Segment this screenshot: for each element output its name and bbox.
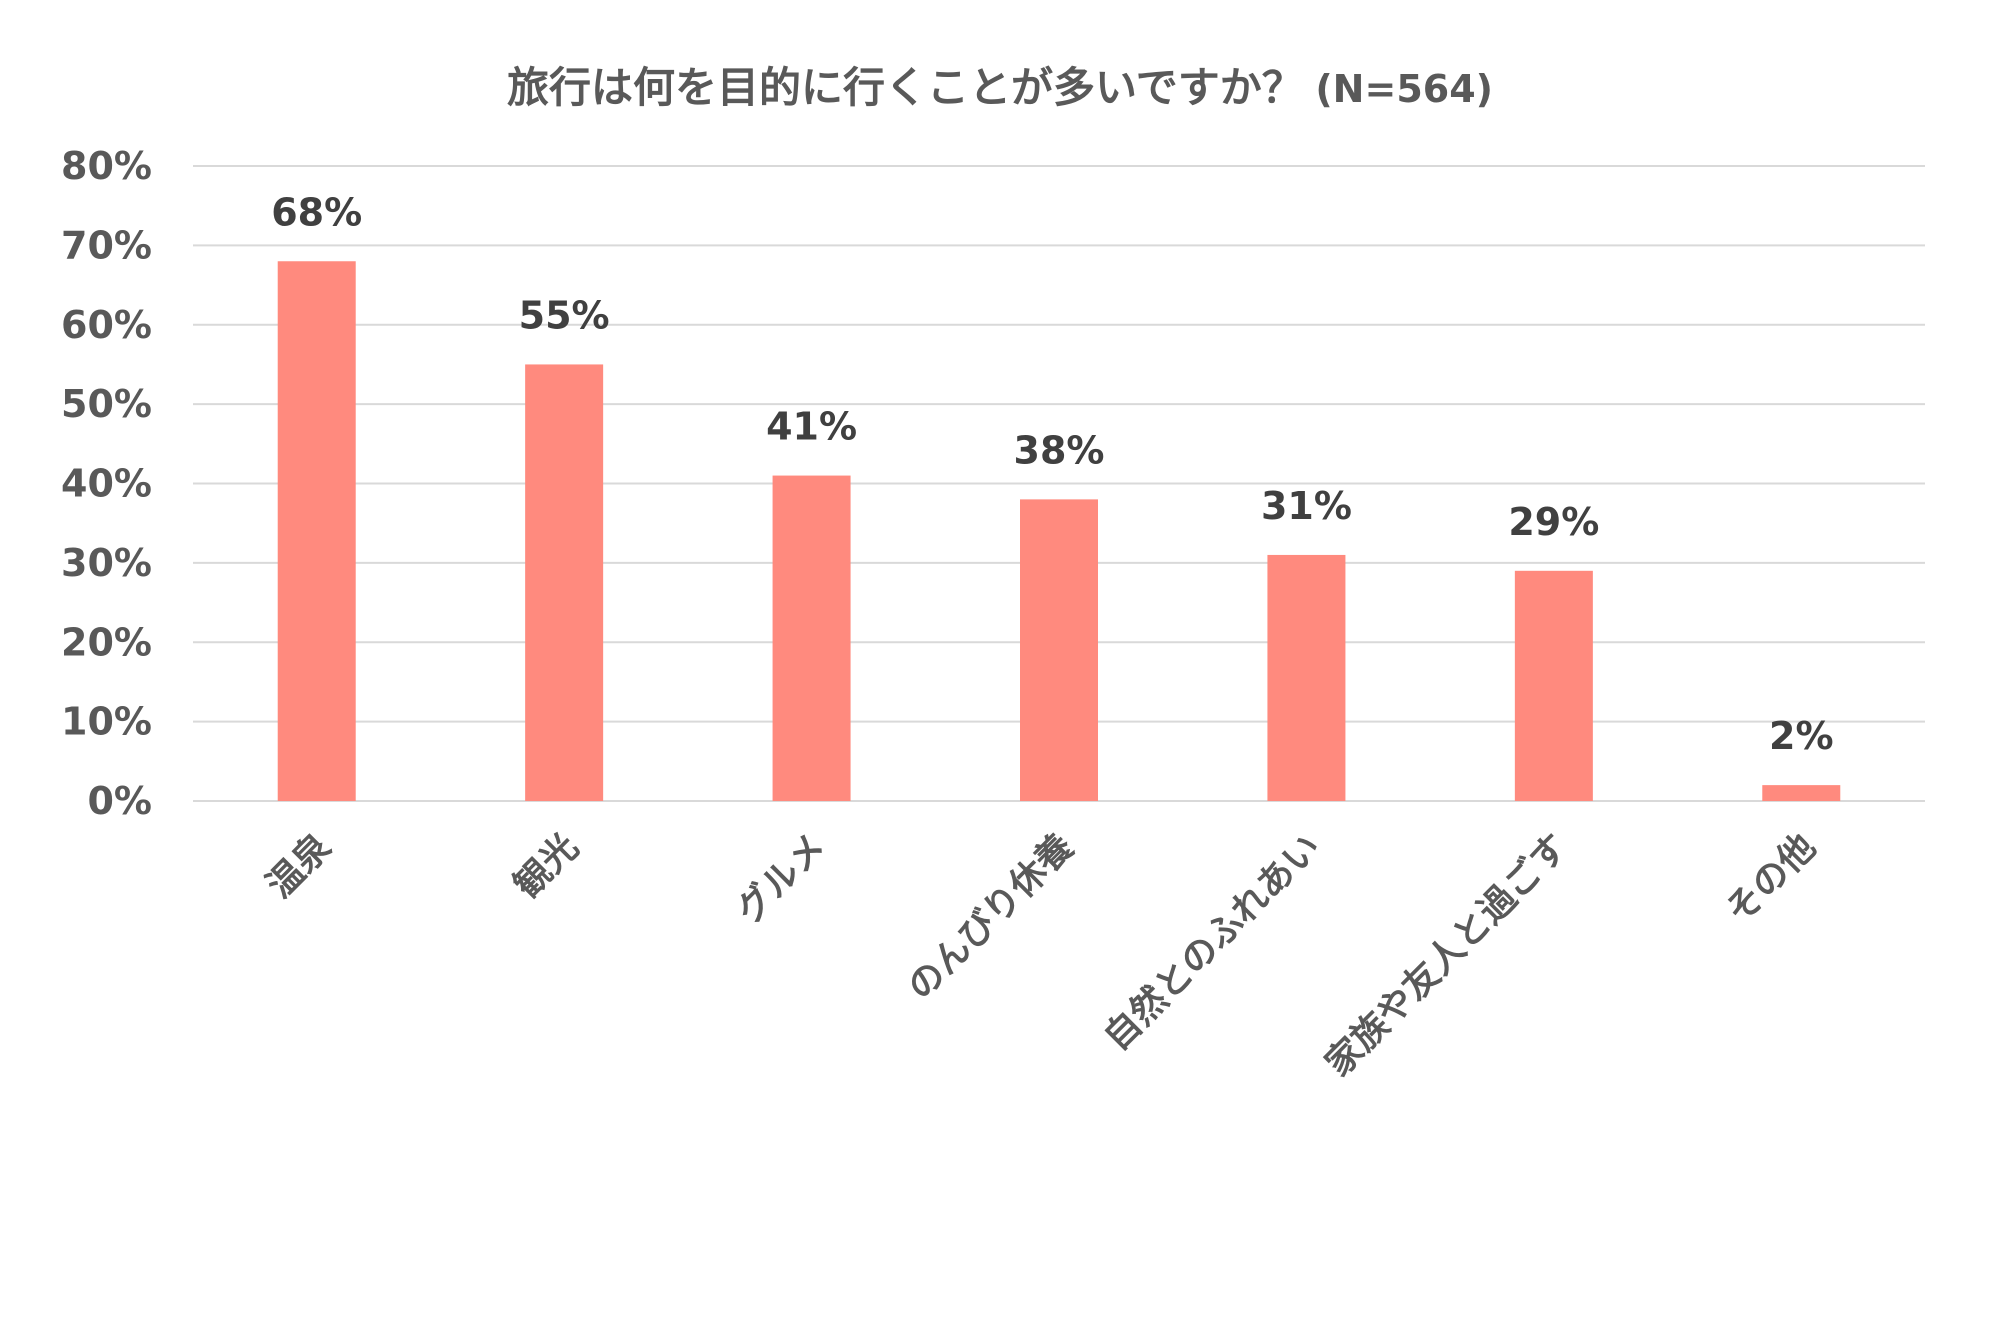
- data-label: 2%: [1769, 714, 1834, 758]
- data-label: 55%: [519, 293, 610, 337]
- category-label: のんびり休養: [900, 826, 1082, 1008]
- category-label: 家族や友人と過ごす: [1318, 826, 1576, 1084]
- data-label: 68%: [271, 190, 362, 234]
- data-label: 41%: [766, 405, 857, 449]
- chart-subtitle: (N=564): [1315, 67, 1493, 111]
- bar: [1267, 554, 1346, 801]
- gridlines: [193, 165, 1925, 802]
- y-tick-label: 80%: [61, 144, 152, 188]
- y-axis: 0% 10% 20% 30% 40% 50% 60% 70% 80%: [61, 144, 152, 823]
- y-tick-label: 60%: [61, 303, 152, 347]
- category-label: その他: [1718, 826, 1823, 931]
- chart-title: 旅行は何を目的に行くことが多いですか？: [507, 63, 1304, 112]
- bars: [277, 261, 1841, 801]
- category-label: 観光: [507, 826, 587, 906]
- data-labels: 68% 55% 41% 38% 31% 29% 2%: [271, 190, 1833, 758]
- category-label: 自然とのふれあい: [1096, 826, 1329, 1059]
- bar: [1020, 499, 1098, 801]
- bar: [525, 364, 604, 801]
- bar: [772, 475, 851, 801]
- y-tick-label: 50%: [61, 382, 152, 426]
- data-label: 29%: [1508, 500, 1599, 544]
- bar: [277, 261, 356, 801]
- y-tick-label: 20%: [61, 620, 152, 664]
- category-label: 温泉: [259, 826, 339, 906]
- data-label: 31%: [1261, 484, 1352, 528]
- category-label: グルメ: [729, 826, 834, 931]
- chart-title-line: 旅行は何を目的に行くことが多いですか？ (N=564): [507, 63, 1493, 112]
- bar: [1762, 785, 1841, 801]
- bar: [1514, 570, 1593, 801]
- y-tick-label: 40%: [61, 462, 152, 506]
- y-tick-label: 0%: [87, 779, 152, 823]
- data-label: 38%: [1014, 428, 1105, 472]
- y-tick-label: 70%: [61, 223, 152, 267]
- y-tick-label: 30%: [61, 541, 152, 585]
- y-tick-label: 10%: [61, 700, 152, 744]
